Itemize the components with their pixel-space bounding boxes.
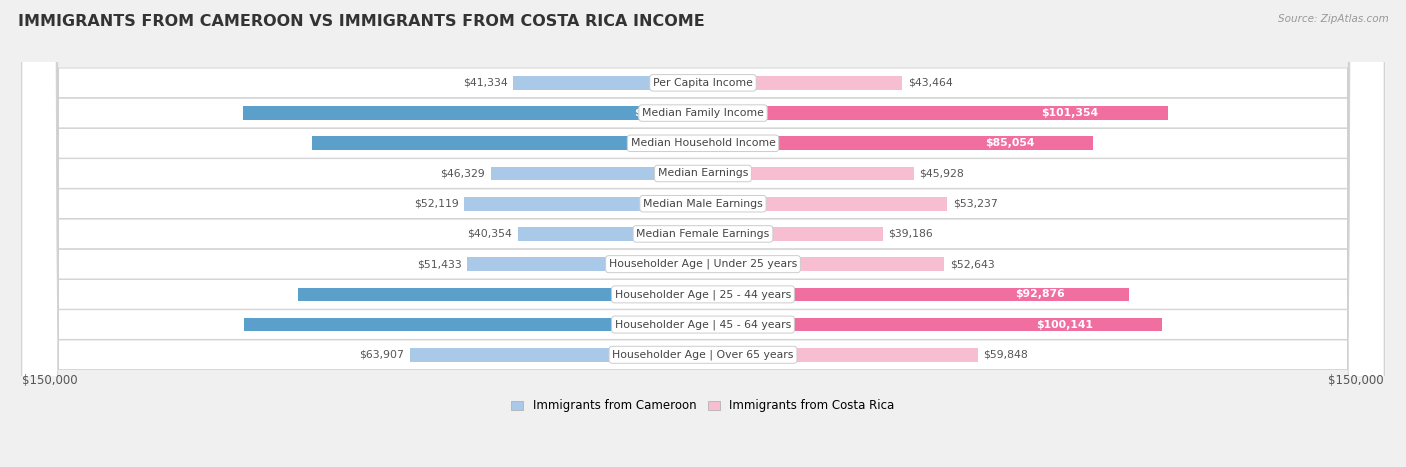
Text: $53,237: $53,237	[953, 199, 997, 209]
Text: $100,289: $100,289	[634, 108, 690, 118]
Text: $41,334: $41,334	[463, 78, 508, 88]
Text: Median Earnings: Median Earnings	[658, 169, 748, 178]
Text: $45,928: $45,928	[920, 169, 965, 178]
Text: $100,084: $100,084	[634, 319, 692, 330]
Text: $46,329: $46,329	[440, 169, 485, 178]
FancyBboxPatch shape	[22, 0, 1384, 467]
FancyBboxPatch shape	[22, 0, 1384, 467]
Bar	[298, 288, 703, 301]
FancyBboxPatch shape	[22, 0, 1384, 467]
Text: Householder Age | 25 - 44 years: Householder Age | 25 - 44 years	[614, 289, 792, 300]
Text: $88,214: $88,214	[643, 290, 692, 299]
Text: IMMIGRANTS FROM CAMEROON VS IMMIGRANTS FROM COSTA RICA INCOME: IMMIGRANTS FROM CAMEROON VS IMMIGRANTS F…	[18, 14, 704, 29]
Bar	[513, 76, 703, 90]
FancyBboxPatch shape	[22, 0, 1384, 467]
Text: Median Family Income: Median Family Income	[643, 108, 763, 118]
Text: $85,314: $85,314	[644, 138, 695, 149]
Bar	[703, 76, 903, 90]
Bar	[491, 167, 703, 180]
Bar	[312, 136, 703, 150]
Text: $43,464: $43,464	[908, 78, 953, 88]
Text: Householder Age | 45 - 64 years: Householder Age | 45 - 64 years	[614, 319, 792, 330]
Text: Median Household Income: Median Household Income	[630, 138, 776, 149]
FancyBboxPatch shape	[22, 0, 1384, 467]
FancyBboxPatch shape	[22, 0, 1384, 467]
Bar	[703, 227, 883, 241]
Bar	[703, 197, 948, 211]
Text: $59,848: $59,848	[983, 350, 1028, 360]
Bar	[703, 257, 945, 271]
Text: $39,186: $39,186	[889, 229, 934, 239]
Bar	[464, 197, 703, 211]
Text: $150,000: $150,000	[22, 375, 77, 388]
Text: $63,907: $63,907	[360, 350, 405, 360]
Bar	[243, 106, 703, 120]
Text: $52,643: $52,643	[950, 259, 994, 269]
FancyBboxPatch shape	[22, 0, 1384, 467]
Bar	[703, 288, 1129, 301]
Text: $51,433: $51,433	[416, 259, 461, 269]
Text: $101,354: $101,354	[1040, 108, 1098, 118]
Bar	[411, 348, 703, 361]
Bar	[703, 348, 977, 361]
Bar	[517, 227, 703, 241]
Bar	[467, 257, 703, 271]
Bar	[703, 106, 1168, 120]
Text: $85,054: $85,054	[986, 138, 1035, 149]
Text: Householder Age | Over 65 years: Householder Age | Over 65 years	[612, 349, 794, 360]
Legend: Immigrants from Cameroon, Immigrants from Costa Rica: Immigrants from Cameroon, Immigrants fro…	[506, 395, 900, 417]
Text: Source: ZipAtlas.com: Source: ZipAtlas.com	[1278, 14, 1389, 24]
FancyBboxPatch shape	[22, 0, 1384, 467]
Bar	[703, 136, 1092, 150]
FancyBboxPatch shape	[22, 0, 1384, 467]
Text: $100,141: $100,141	[1036, 319, 1094, 330]
Text: $52,119: $52,119	[413, 199, 458, 209]
Text: $92,876: $92,876	[1015, 290, 1066, 299]
Text: $150,000: $150,000	[1329, 375, 1384, 388]
Bar	[703, 318, 1163, 332]
Text: Per Capita Income: Per Capita Income	[652, 78, 754, 88]
Text: Householder Age | Under 25 years: Householder Age | Under 25 years	[609, 259, 797, 269]
FancyBboxPatch shape	[22, 0, 1384, 467]
Text: $40,354: $40,354	[468, 229, 512, 239]
Bar	[703, 167, 914, 180]
Text: Median Male Earnings: Median Male Earnings	[643, 199, 763, 209]
Text: Median Female Earnings: Median Female Earnings	[637, 229, 769, 239]
Bar	[245, 318, 703, 332]
